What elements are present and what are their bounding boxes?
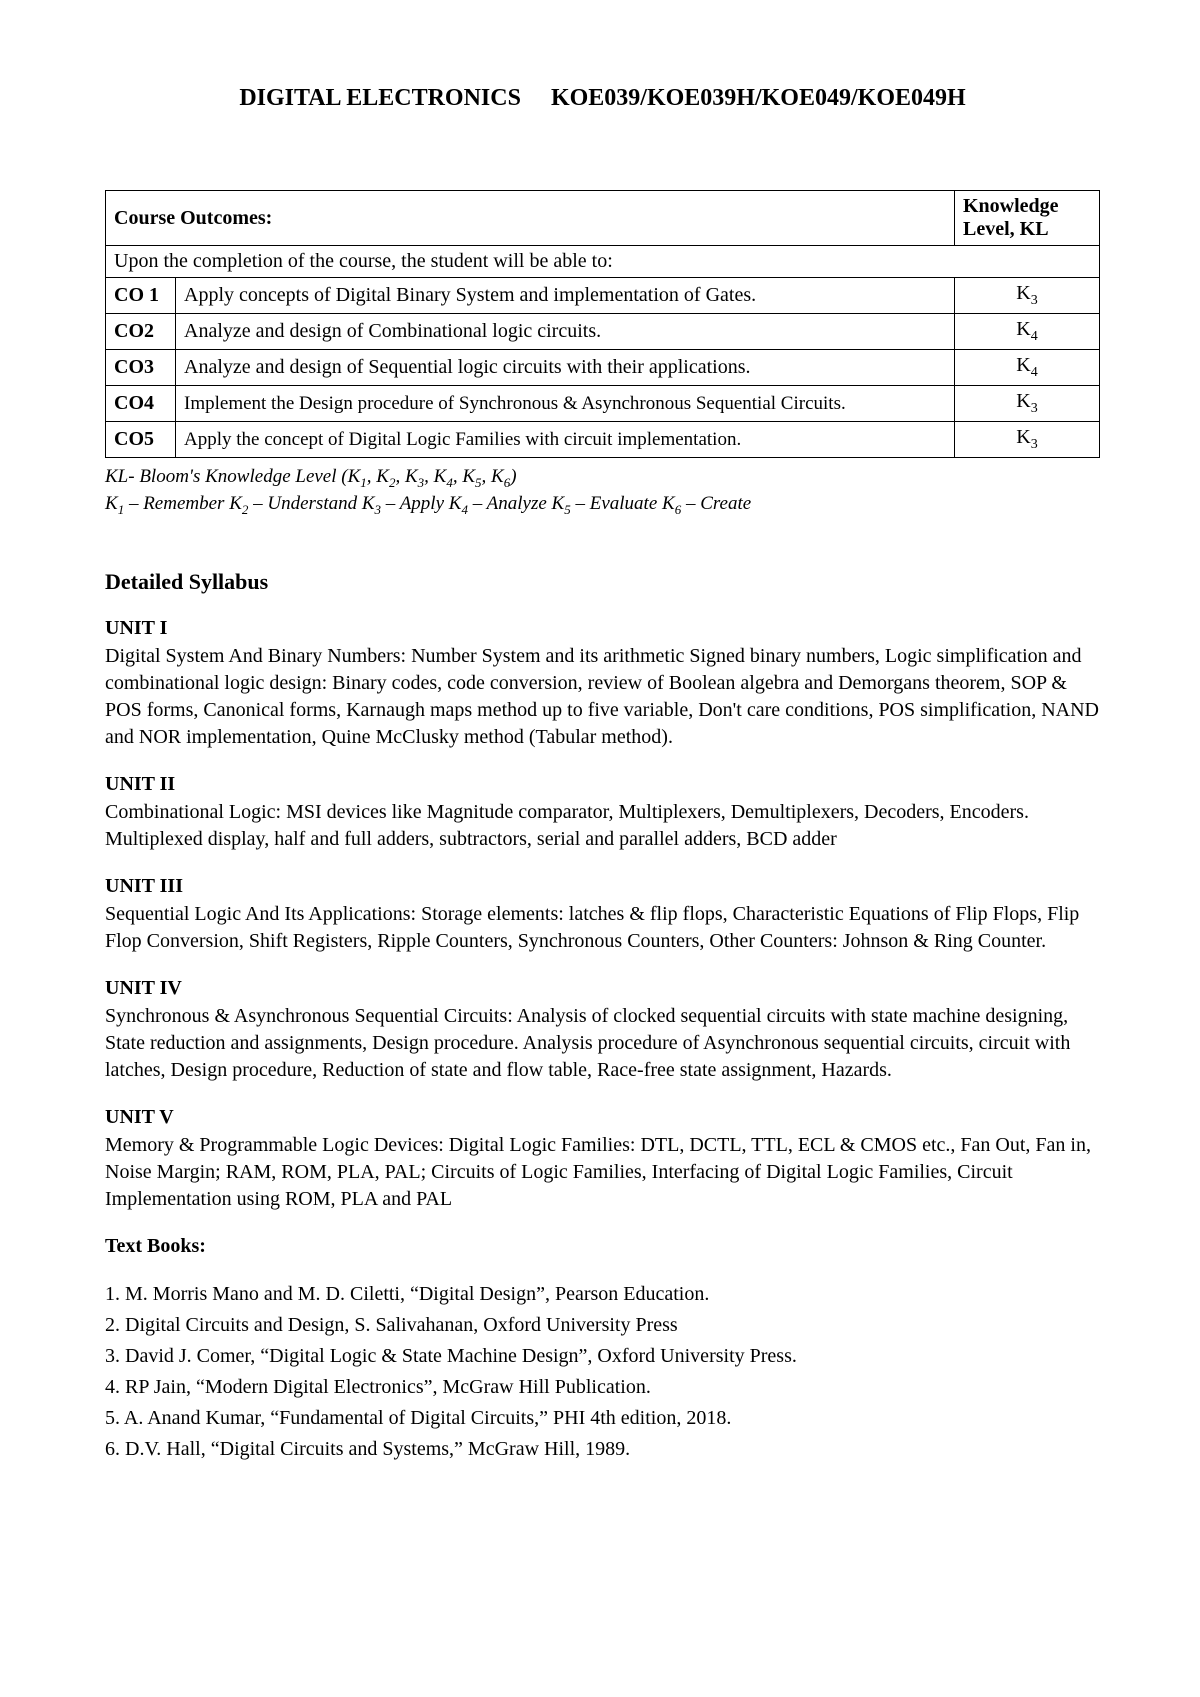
textbook-item: 2. Digital Circuits and Design, S. Saliv… (105, 1311, 1100, 1340)
bloom-notes-line1: KL- Bloom's Knowledge Level (K1, K2, K3,… (105, 464, 1100, 491)
page-title: DIGITAL ELECTRONICS KOE039/KOE039H/KOE04… (105, 85, 1100, 112)
co-description: Apply the concept of Digital Logic Famil… (176, 422, 955, 458)
table-row: CO4Implement the Design procedure of Syn… (106, 386, 1100, 422)
detailed-syllabus-heading: Detailed Syllabus (105, 569, 1100, 595)
textbook-item: 3. David J. Comer, “Digital Logic & Stat… (105, 1342, 1100, 1371)
unit-heading: UNIT III (105, 875, 1100, 898)
unit-body: Synchronous & Asynchronous Sequential Ci… (105, 1003, 1100, 1084)
unit-heading: UNIT I (105, 617, 1100, 640)
kl-level: K4 (955, 350, 1100, 386)
co-description: Implement the Design procedure of Synchr… (176, 386, 955, 422)
textbook-item: 5. A. Anand Kumar, “Fundamental of Digit… (105, 1404, 1100, 1433)
unit-body: Digital System And Binary Numbers: Numbe… (105, 643, 1100, 751)
textbook-item: 4. RP Jain, “Modern Digital Electronics”… (105, 1373, 1100, 1402)
kl-level: K4 (955, 314, 1100, 350)
co-code: CO 1 (106, 278, 176, 314)
co-code: CO5 (106, 422, 176, 458)
kl-level: K3 (955, 386, 1100, 422)
bloom-notes-line2: K1 – Remember K2 – Understand K3 – Apply… (105, 491, 1100, 518)
co-code: CO2 (106, 314, 176, 350)
intro-text: Upon the completion of the course, the s… (106, 246, 1100, 278)
table-row: CO 1Apply concepts of Digital Binary Sys… (106, 278, 1100, 314)
table-row: CO3Analyze and design of Sequential logi… (106, 350, 1100, 386)
kl-level: K3 (955, 422, 1100, 458)
table-row: CO5Apply the concept of Digital Logic Fa… (106, 422, 1100, 458)
unit-body: Memory & Programmable Logic Devices: Dig… (105, 1132, 1100, 1213)
header-knowledge-level: Knowledge Level, KL (955, 191, 1100, 246)
co-description: Analyze and design of Combinational logi… (176, 314, 955, 350)
table-row: CO2Analyze and design of Combinational l… (106, 314, 1100, 350)
textbooks-heading: Text Books: (105, 1235, 1100, 1258)
header-course-outcomes: Course Outcomes: (106, 191, 955, 246)
unit-heading: UNIT IV (105, 977, 1100, 1000)
co-code: CO3 (106, 350, 176, 386)
course-outcomes-table: Course Outcomes: Knowledge Level, KL Upo… (105, 190, 1100, 458)
table-header-row: Course Outcomes: Knowledge Level, KL (106, 191, 1100, 246)
co-description: Apply concepts of Digital Binary System … (176, 278, 955, 314)
unit-heading: UNIT II (105, 773, 1100, 796)
unit-heading: UNIT V (105, 1106, 1100, 1129)
co-code: CO4 (106, 386, 176, 422)
unit-body: Sequential Logic And Its Applications: S… (105, 901, 1100, 955)
textbook-list: 1. M. Morris Mano and M. D. Ciletti, “Di… (105, 1280, 1100, 1464)
textbook-item: 1. M. Morris Mano and M. D. Ciletti, “Di… (105, 1280, 1100, 1309)
kl-level: K3 (955, 278, 1100, 314)
textbook-item: 6. D.V. Hall, “Digital Circuits and Syst… (105, 1435, 1100, 1464)
co-description: Analyze and design of Sequential logic c… (176, 350, 955, 386)
unit-body: Combinational Logic: MSI devices like Ma… (105, 799, 1100, 853)
table-intro-row: Upon the completion of the course, the s… (106, 246, 1100, 278)
bloom-notes: KL- Bloom's Knowledge Level (K1, K2, K3,… (105, 464, 1100, 519)
